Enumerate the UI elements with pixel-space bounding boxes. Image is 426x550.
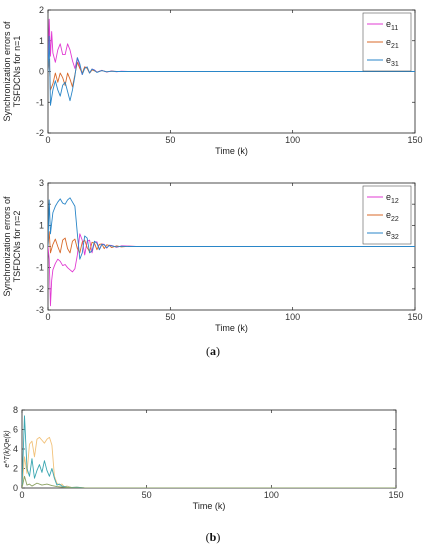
caption-b: (b) <box>206 530 221 544</box>
legend-label: e12 <box>386 192 399 205</box>
caption-a: (a) <box>206 344 220 358</box>
y-tick-label: -3 <box>36 305 44 315</box>
y-tick-label: -2 <box>36 284 44 294</box>
x-axis-label: Time (k) <box>215 323 248 333</box>
y-tick-label: 2 <box>39 199 44 209</box>
x-axis-label: Time (k) <box>193 501 226 511</box>
legend-label: e22 <box>386 210 399 223</box>
y-tick-label: 2 <box>13 464 18 474</box>
x-tick-label: 150 <box>388 490 403 500</box>
legend-label: e32 <box>386 228 399 241</box>
x-tick-label: 50 <box>165 135 175 145</box>
y-tick-label: 6 <box>13 425 18 435</box>
series-group <box>22 415 396 488</box>
x-tick-label: 100 <box>285 135 300 145</box>
y-tick-label: 0 <box>39 242 44 252</box>
x-tick-label: 0 <box>19 490 24 500</box>
y-axis-label-line: TSFDCNs for n=2 <box>12 211 22 283</box>
y-tick-label: 2 <box>39 5 44 15</box>
y-axis-label-line: Synchronization errors of <box>2 21 12 122</box>
y-tick-label: -1 <box>36 97 44 107</box>
y-axis-label: e^T(k)Qe(k) <box>4 430 11 467</box>
x-tick-label: 0 <box>45 312 50 322</box>
y-tick-label: 1 <box>39 36 44 46</box>
y-axis-label-line: TSFDCNs for n=1 <box>12 36 22 108</box>
y-tick-label: -1 <box>36 263 44 273</box>
x-tick-label: 50 <box>142 490 152 500</box>
chart-a-n1: 0 50 100 150 -2 -1 0 1 2 Time (k) Synchronization … <box>2 5 423 156</box>
y-tick-label: 0 <box>39 67 44 77</box>
chart-a-n2: 0 50 100 150 -3 -2 -1 0 1 2 3 Time (k) Synchronizati… <box>2 178 423 333</box>
x-tick-label: 150 <box>407 135 422 145</box>
chart-b-energy: 0 50 100 150 0 2 4 6 8 Time (k) e^T(k)Qe(k) <box>4 405 404 511</box>
legend: e11 e21 e31 <box>362 12 412 72</box>
y-tick-label: 0 <box>13 483 18 493</box>
series-group <box>48 197 415 307</box>
x-tick-label: 150 <box>407 312 422 322</box>
legend: e12 e22 e32 <box>362 185 412 245</box>
series-line-e31 <box>48 35 415 106</box>
legend-label: e11 <box>386 19 398 32</box>
y-tick-label: 4 <box>13 444 18 454</box>
y-tick-label: 3 <box>39 178 44 188</box>
series-group <box>48 18 415 106</box>
y-axis-label-line: Synchronization errors of <box>2 196 12 297</box>
series-line-e32 <box>48 197 415 260</box>
x-tick-label: 100 <box>264 490 279 500</box>
x-tick-label: 0 <box>45 135 50 145</box>
y-tick-label: -2 <box>36 128 44 138</box>
legend-label: e21 <box>386 37 399 50</box>
x-axis-label: Time (k) <box>215 146 248 156</box>
x-tick-label: 50 <box>165 312 175 322</box>
x-tick-label: 100 <box>285 312 300 322</box>
y-tick-label: 1 <box>39 220 44 230</box>
series-line-series2 <box>22 475 396 488</box>
legend-label: e31 <box>386 55 399 68</box>
plot-area <box>21 409 397 489</box>
y-tick-label: 8 <box>13 405 18 415</box>
